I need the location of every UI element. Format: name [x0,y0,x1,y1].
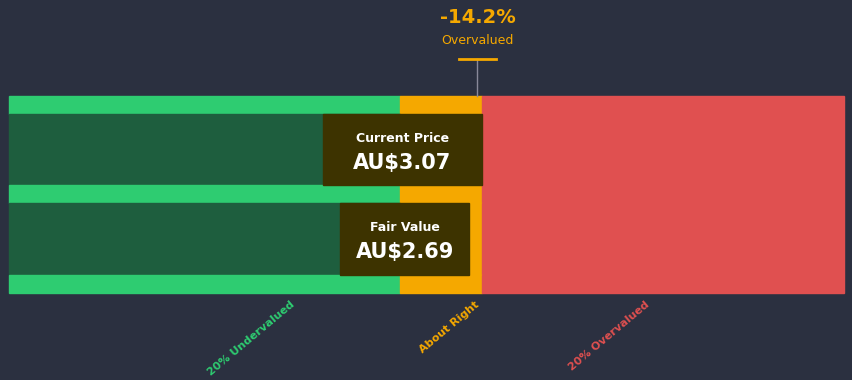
Bar [400,203,481,275]
Bar [9,275,400,293]
Text: 20% Overvalued: 20% Overvalued [566,299,650,372]
Bar [400,275,481,293]
Bar [340,203,469,275]
Bar [481,96,843,114]
Bar [9,96,400,114]
Bar [400,185,481,203]
Text: Fair Value: Fair Value [369,221,439,234]
Bar [481,114,843,185]
Text: AU$3.07: AU$3.07 [353,152,451,173]
Bar [400,96,481,114]
Bar [9,114,400,185]
Text: AU$2.69: AU$2.69 [355,242,453,262]
Text: About Right: About Right [417,299,481,355]
Bar [9,203,400,275]
Text: Overvalued: Overvalued [440,34,513,47]
Bar [481,275,843,293]
Text: -14.2%: -14.2% [439,8,515,27]
Bar [323,114,481,185]
Bar [481,185,843,203]
Text: 20% Undervalued: 20% Undervalued [205,299,296,377]
Bar [9,185,400,203]
Text: Current Price: Current Price [355,132,448,145]
Bar [400,114,481,185]
Bar [481,203,843,275]
